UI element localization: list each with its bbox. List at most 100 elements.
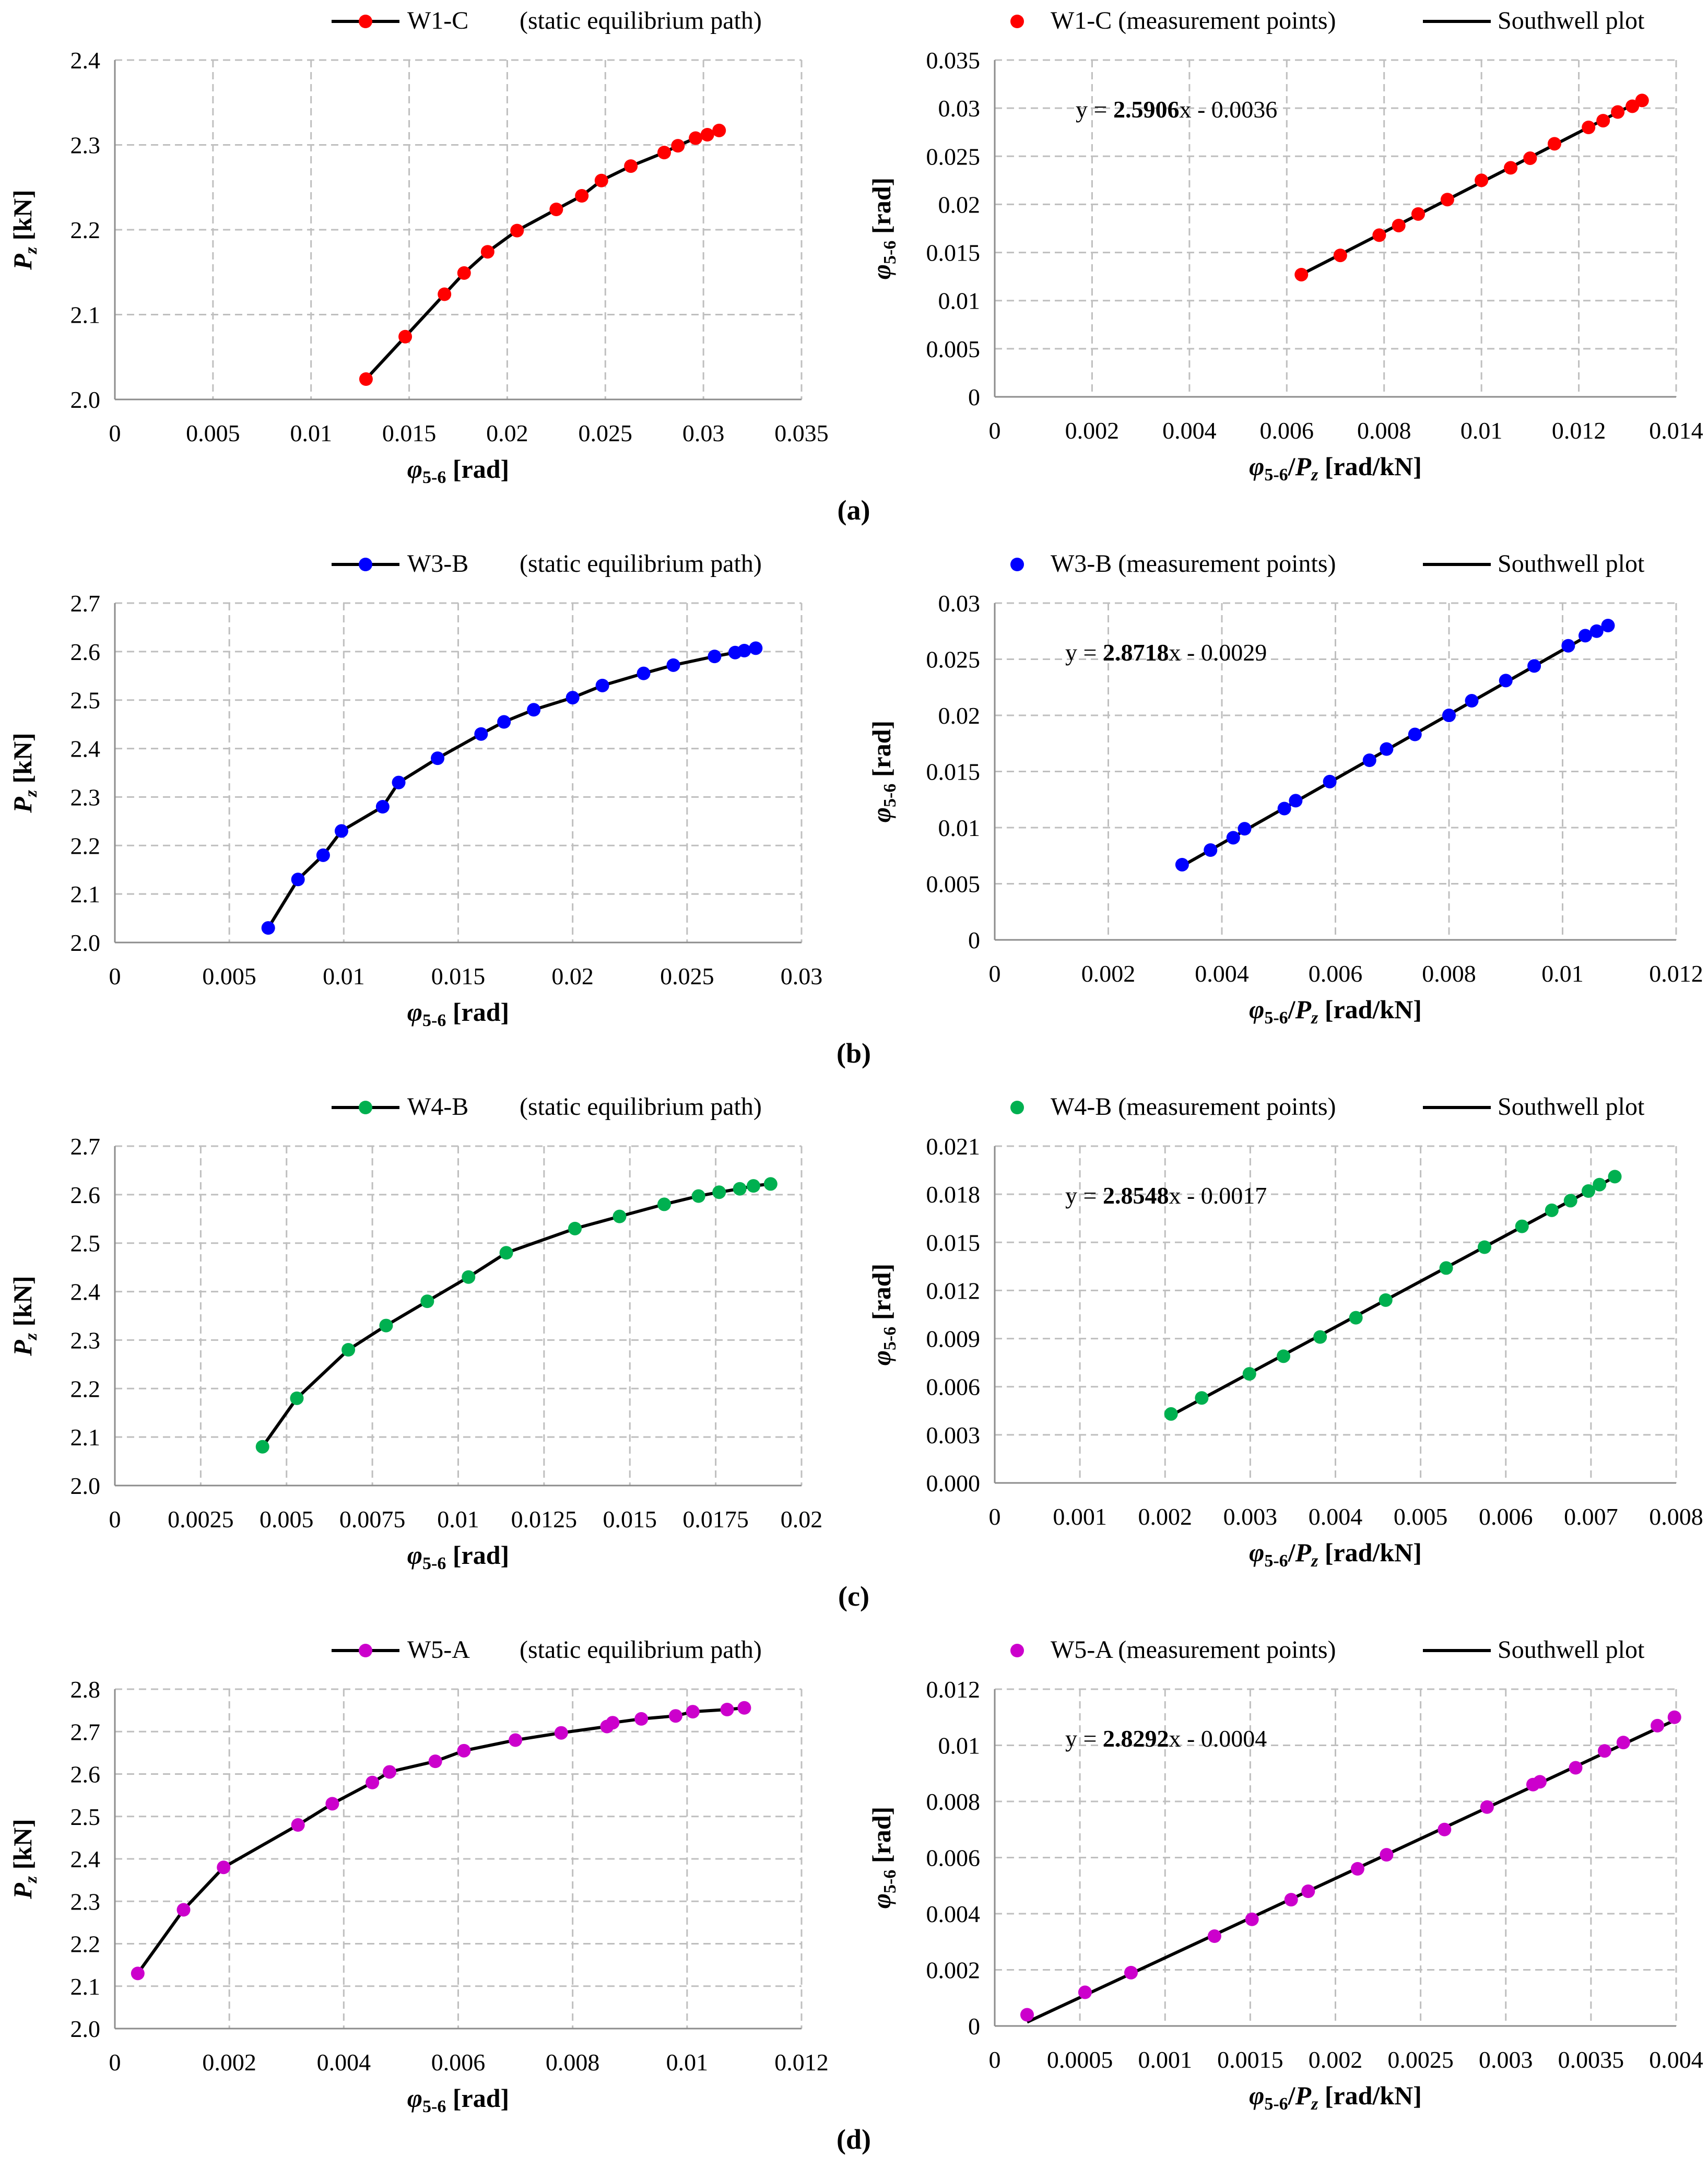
x-tick-label: 0.002 xyxy=(1309,2046,1363,2073)
x-tick-label: 0.002 xyxy=(202,2049,256,2076)
equation-suffix: x - 0.0017 xyxy=(1169,1182,1267,1209)
data-point xyxy=(1561,639,1575,653)
x-axis-title-symbol: φ xyxy=(1249,1538,1264,1567)
data-point xyxy=(1579,629,1592,643)
data-point xyxy=(666,658,680,672)
equation-suffix: x - 0.0004 xyxy=(1169,1725,1267,1752)
y-tick-label: 2.2 xyxy=(70,1375,101,1402)
x-axis-title-load: P xyxy=(1295,2081,1312,2110)
x-tick-label: 0 xyxy=(109,963,121,989)
x-tick-label: 0.003 xyxy=(1479,2046,1533,2073)
x-axis-title: φ5-6 [rad] xyxy=(407,997,509,1030)
x-tick-label: 0.008 xyxy=(1357,417,1411,444)
data-point xyxy=(1475,173,1489,187)
data-point xyxy=(624,159,638,173)
x-tick-label: 0.005 xyxy=(202,963,256,989)
legend-series-label: W5-A (measurement points) xyxy=(1051,1636,1336,1664)
data-point xyxy=(1349,1311,1363,1325)
legend-series-label: W3-B (measurement points) xyxy=(1051,550,1336,578)
data-point xyxy=(1294,267,1309,281)
x-axis-title-load: P xyxy=(1295,1538,1312,1567)
trendline-equation: y = 2.8718x - 0.0029 xyxy=(1065,639,1267,666)
x-axis-title-symbol: φ xyxy=(1249,452,1264,481)
y-axis-title-subscript: z xyxy=(21,246,41,254)
y-axis-title-symbol: P xyxy=(8,797,37,814)
y-tick-label: 2.0 xyxy=(70,2016,101,2042)
data-point xyxy=(1408,727,1422,741)
y-tick-label: 2.5 xyxy=(70,687,101,714)
y-axis-title-unit: [kN] xyxy=(8,190,37,247)
y-tick-label: 0.021 xyxy=(926,1133,981,1160)
y-tick-label: 0.025 xyxy=(926,646,981,673)
data-point xyxy=(637,666,651,680)
data-point xyxy=(457,1743,471,1758)
x-tick-label: 0.012 xyxy=(1552,417,1606,444)
x-tick-label: 0.005 xyxy=(186,420,240,446)
data-point xyxy=(1667,1710,1681,1724)
data-point xyxy=(428,1754,442,1769)
x-axis-title-slash: / xyxy=(1288,452,1296,481)
data-point xyxy=(733,1182,747,1196)
data-point xyxy=(1380,1848,1394,1862)
y-tick-label: 2.0 xyxy=(70,1472,101,1499)
panel-1-right: 0 0.002 0.004 0.006 0.008 0.01 0.012 0 0.005 0.01… xyxy=(867,550,1703,1028)
x-tick-label: 0.0175 xyxy=(682,1506,749,1533)
equation-suffix: x - 0.0036 xyxy=(1179,96,1277,123)
legend-marker-swatch xyxy=(359,15,372,28)
data-point xyxy=(392,775,406,790)
data-point xyxy=(689,131,703,145)
x-axis-title: φ5-6/Pz [rad/kN] xyxy=(1249,1538,1422,1571)
data-point xyxy=(708,650,722,664)
data-point xyxy=(1276,1349,1290,1363)
equilibrium-path-line xyxy=(267,646,756,929)
y-axis-title-symbol: φ xyxy=(867,264,896,279)
x-axis-title: φ5-6/Pz [rad/kN] xyxy=(1249,995,1422,1028)
y-axis-title: φ5-6 [rad] xyxy=(867,721,900,822)
y-tick-label: 0.006 xyxy=(926,1374,981,1400)
x-tick-label: 0.004 xyxy=(1309,1503,1363,1530)
y-axis-title-subscript: z xyxy=(21,1333,41,1340)
y-tick-label: 2.2 xyxy=(70,832,101,859)
legend-series-label: W1-C xyxy=(407,7,468,34)
x-axis-title-subscript: 5-6 xyxy=(422,1011,446,1030)
x-tick-label: 0.01 xyxy=(437,1506,479,1533)
y-tick-label: 0.015 xyxy=(926,759,981,785)
equation-slope: 2.8718 xyxy=(1103,639,1169,666)
x-axis-title-subscript: 5-6 xyxy=(422,2097,446,2116)
y-axis-title-symbol: P xyxy=(8,254,37,270)
legend-fit-label: Southwell plot xyxy=(1498,550,1645,578)
data-point xyxy=(383,1765,396,1779)
data-point xyxy=(131,1966,145,1981)
panel-label: (d) xyxy=(837,2124,871,2155)
data-point xyxy=(474,727,488,741)
data-point xyxy=(1195,1391,1209,1405)
y-tick-label: 0.012 xyxy=(926,1676,981,1703)
y-axis-title-unit: [rad] xyxy=(867,721,896,784)
data-point xyxy=(375,800,390,814)
x-tick-label: 0 xyxy=(989,960,1001,987)
y-tick-label: 0.02 xyxy=(938,702,981,729)
data-point xyxy=(480,245,494,259)
x-tick-label: 0.03 xyxy=(682,420,725,446)
y-axis-title-unit: [rad] xyxy=(867,178,896,241)
data-point xyxy=(1242,1367,1256,1381)
y-tick-label: 0.005 xyxy=(926,336,981,362)
x-tick-label: 0 xyxy=(989,417,1001,444)
panel-2-left: 0 0.0025 0.005 0.0075 0.01 0.0125 0.015 0.0175 0… xyxy=(8,1093,822,1573)
data-point xyxy=(1350,1862,1364,1876)
y-tick-label: 0.01 xyxy=(938,288,981,314)
data-point xyxy=(1651,1718,1665,1733)
x-tick-label: 0.01 xyxy=(323,963,365,989)
equation-slope: 2.8292 xyxy=(1103,1725,1169,1752)
y-tick-label: 2.5 xyxy=(70,1230,101,1257)
y-tick-label: 0.02 xyxy=(938,191,981,218)
y-axis-title-unit: [kN] xyxy=(8,1276,37,1333)
data-point xyxy=(1480,1800,1494,1814)
x-tick-label: 0.03 xyxy=(781,963,823,989)
panel-3-left: 0 0.002 0.004 0.006 0.008 0.01 0.012 2.0 2.1 2.2 2… xyxy=(8,1636,829,2116)
equation-suffix: x - 0.0029 xyxy=(1169,639,1267,666)
y-tick-label: 2.3 xyxy=(70,1888,101,1915)
y-tick-label: 2.0 xyxy=(70,929,101,956)
data-point xyxy=(606,1716,620,1730)
data-point xyxy=(1289,794,1303,808)
